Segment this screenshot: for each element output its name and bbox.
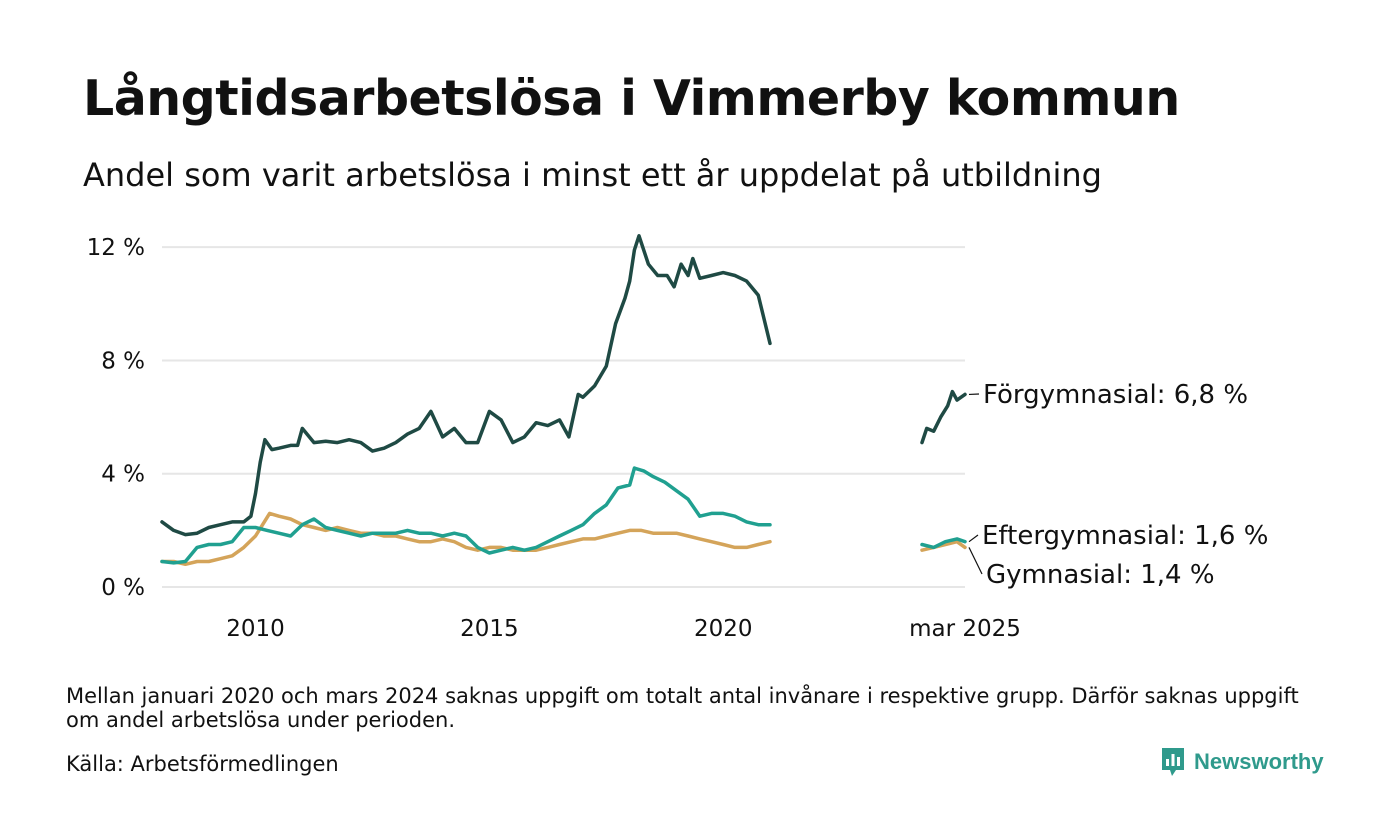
series-line-eftergymnasial-0 [160, 466, 772, 565]
x-tick-label: 2020 [694, 616, 753, 642]
line-chart: 0 % 4 % 8 % 12 % 2010 2015 2020 mar 2025 Förgy… [87, 234, 1268, 642]
gridlines [162, 246, 965, 588]
y-tick-label: 8 % [101, 348, 145, 374]
source-note: Källa: Arbetsförmedlingen [66, 752, 339, 776]
footnote: Mellan januari 2020 och mars 2024 saknas… [66, 684, 1299, 732]
chart-subtitle: Andel som varit arbetslösa i minst ett å… [83, 156, 1102, 194]
series-label-eftergymnasial: Eftergymnasial: 1,6 % [982, 521, 1268, 551]
series-label-gymnasial: Gymnasial: 1,4 % [986, 560, 1215, 590]
y-tick-label: 4 % [101, 462, 145, 488]
series-line-gymnasial-0 [160, 511, 772, 567]
x-tick-label: 2015 [460, 616, 519, 642]
label-leader-gymnasial [968, 547, 983, 575]
series-lines [160, 234, 967, 567]
series-line-forgymnasial-0 [160, 234, 772, 537]
x-tick-label: mar 2025 [909, 616, 1021, 642]
y-tick-label: 0 % [101, 575, 145, 601]
newsworthy-chart-icon [1162, 748, 1184, 776]
series-line-forgymnasial-1 [920, 389, 967, 445]
series-line-gymnasial-1 [920, 539, 967, 552]
y-axis-tick-labels: 0 % 4 % 8 % 12 % [87, 235, 145, 601]
newsworthy-logo[interactable]: Newsworthy [1160, 746, 1324, 778]
series-end-labels: Förgymnasial: 6,8 % Eftergymnasial: 1,6 %… [968, 380, 1268, 590]
x-axis-tick-labels: 2010 2015 2020 mar 2025 [226, 616, 1021, 642]
series-line-eftergymnasial-1 [920, 537, 967, 550]
chart-title: Långtidsarbetslösa i Vimmerby kommun [83, 70, 1180, 127]
y-tick-label: 12 % [87, 235, 145, 261]
series-label-forgymnasial: Förgymnasial: 6,8 % [983, 380, 1248, 410]
brand-name: Newsworthy [1194, 749, 1324, 774]
label-leader-eftergymnasial [968, 534, 979, 543]
x-tick-label: 2010 [226, 616, 285, 642]
